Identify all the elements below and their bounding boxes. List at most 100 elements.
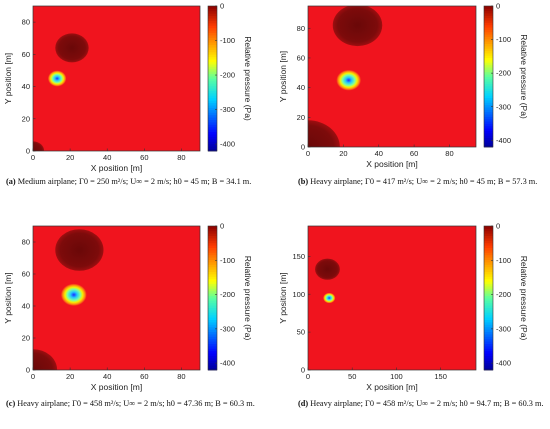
y-tick-label-c-0: 0 [26, 366, 30, 375]
colorbar-tick-label-d-3: -300 [496, 324, 511, 333]
colorbar-tick-label-a-4: -400 [220, 140, 235, 149]
colorbar-tick-label-a-3: -300 [220, 105, 235, 114]
y-tick-label-b-2: 40 [297, 83, 305, 92]
colorbar-label-c: Relative pressure (Pa) [243, 256, 253, 341]
y-tick-label-b-3: 60 [297, 54, 305, 63]
y-tick-label-b-1: 20 [297, 113, 305, 122]
colorbar-tick-label-d-0: 0 [496, 222, 500, 231]
x-tick-label-d-0: 0 [306, 372, 310, 381]
colorbar-d [483, 225, 494, 371]
chart-svg-d: 0 50 100 150 0 50 100 150 X position [m] Y positi… [278, 222, 529, 392]
y-tick-label-a-0: 0 [26, 147, 30, 156]
vortex-core-c-2 [60, 283, 87, 306]
low-pressure-region-b-0 [332, 6, 383, 47]
y-tick-label-d-3: 150 [292, 252, 305, 261]
chart-svg-a: 0 20 40 60 80 0 20 40 60 80 X position [m] Y positi… [3, 2, 253, 173]
caption-tag-b: (b) [298, 177, 309, 186]
x-tick-label-c-2: 40 [103, 372, 111, 381]
low-pressure-region-b-1 [308, 120, 340, 147]
colorbar-a [207, 5, 218, 152]
caption-text-d: Heavy airplane; Γ0 = 458 m²/s; U∞ = 2 m/… [310, 399, 544, 408]
y-tick-label-b-4: 80 [297, 24, 305, 33]
colorbar-tick-label-a-1: -100 [220, 36, 235, 45]
y-tick-label-b-0: 0 [301, 143, 305, 152]
colorbar-label-d: Relative pressure (Pa) [519, 256, 529, 341]
caption-tag-c: (c) [6, 399, 16, 408]
colorbar-tick-label-c-0: 0 [220, 222, 224, 231]
colorbar-tick-label-c-2: -200 [220, 290, 235, 299]
y-tick-label-c-1: 20 [22, 334, 30, 343]
x-tick-label-b-2: 40 [375, 149, 383, 158]
colorbar-tick-label-b-3: -300 [496, 102, 511, 111]
caption-c: (c) Heavy airplane; Γ0 = 458 m²/s; U∞ = … [6, 398, 268, 409]
colorbar-tick-label-c-1: -100 [220, 256, 235, 265]
x-tick-label-a-1: 20 [66, 153, 74, 162]
y-tick-label-a-3: 60 [22, 50, 30, 59]
x-tick-label-c-3: 60 [140, 372, 148, 381]
colorbar-b [483, 5, 494, 148]
caption-a: (a) Medium airplane; Γ0 = 250 m²/s; U∞ =… [6, 176, 268, 187]
x-tick-label-c-1: 20 [66, 372, 74, 381]
x-axis-label-b: X position [m] [366, 159, 418, 169]
x-tick-label-a-2: 40 [103, 153, 111, 162]
colorbar-tick-label-b-1: -100 [496, 35, 511, 44]
y-tick-label-d-2: 100 [292, 290, 305, 299]
low-pressure-region-c-0 [55, 229, 104, 271]
colorbar-tick-label-a-0: 0 [220, 2, 224, 11]
caption-text-c: Heavy airplane; Γ0 = 458 m²/s; U∞ = 2 m/… [17, 399, 255, 408]
x-tick-label-b-4: 80 [445, 149, 453, 158]
colorbar-tick-label-c-4: -400 [220, 359, 235, 368]
x-axis-label-d: X position [m] [366, 382, 418, 392]
colorbar-tick-label-d-2: -200 [496, 290, 511, 299]
low-pressure-region-a-0 [55, 33, 89, 63]
vortex-core-b-2 [336, 69, 362, 91]
plot-frame-d [307, 225, 477, 371]
caption-d: (d) Heavy airplane; Γ0 = 458 m²/s; U∞ = … [298, 398, 546, 409]
y-tick-label-c-3: 60 [22, 270, 30, 279]
colorbar-label-b: Relative pressure (Pa) [519, 34, 529, 119]
pressure-field-d [308, 226, 476, 370]
x-tick-label-c-0: 0 [31, 372, 35, 381]
x-tick-label-b-0: 0 [306, 149, 310, 158]
chart-svg-c: 0 20 40 60 80 0 20 40 60 80 X position [m] Y positi… [3, 222, 253, 392]
y-axis-label-d: Y position [m] [278, 272, 288, 323]
y-tick-label-c-4: 80 [22, 238, 30, 247]
colorbar-c [207, 225, 218, 371]
chart-panel-c: 0 20 40 60 80 0 20 40 60 80 X position [m] Y positi… [0, 216, 275, 392]
y-axis-label-b: Y position [m] [278, 51, 288, 102]
plot-frame-b [307, 5, 477, 148]
colorbar-tick-label-c-3: -300 [220, 324, 235, 333]
y-tick-label-d-1: 50 [297, 328, 305, 337]
vortex-core-d-1 [323, 292, 336, 304]
plot-frame-a [32, 5, 201, 152]
low-pressure-region-c-1 [33, 349, 58, 370]
x-tick-label-b-3: 60 [410, 149, 418, 158]
x-tick-label-d-1: 50 [348, 372, 356, 381]
y-tick-label-a-2: 40 [22, 82, 30, 91]
colorbar-tick-label-d-4: -400 [496, 359, 511, 368]
plot-frame-c [32, 225, 201, 371]
x-tick-label-a-0: 0 [31, 153, 35, 162]
chart-panel-a: 0 20 40 60 80 0 20 40 60 80 X position [m] Y positi… [0, 0, 275, 175]
y-tick-label-a-1: 20 [22, 114, 30, 123]
caption-text-a: Medium airplane; Γ0 = 250 m²/s; U∞ = 2 m… [17, 177, 252, 186]
x-tick-label-a-4: 80 [177, 153, 185, 162]
colorbar-tick-label-b-4: -400 [496, 136, 511, 145]
y-axis-label-c: Y position [m] [3, 272, 13, 323]
x-tick-label-a-3: 60 [140, 153, 148, 162]
x-axis-label-a: X position [m] [91, 163, 143, 173]
y-axis-label-a: Y position [m] [3, 53, 13, 104]
x-tick-label-c-4: 80 [177, 372, 185, 381]
chart-panel-d: 0 50 100 150 0 50 100 150 X position [m] Y positi… [275, 216, 550, 392]
x-tick-label-d-3: 150 [434, 372, 447, 381]
colorbar-label-a: Relative pressure (Pa) [243, 36, 253, 121]
caption-b: (b) Heavy airplane; Γ0 = 417 m²/s; U∞ = … [298, 176, 546, 187]
low-pressure-region-d-0 [315, 258, 340, 280]
chart-panel-b: 0 20 40 60 80 0 20 40 60 80 X position [m] Y positi… [275, 0, 550, 175]
x-tick-label-d-2: 100 [390, 372, 403, 381]
colorbar-tick-label-b-2: -200 [496, 69, 511, 78]
caption-tag-d: (d) [298, 399, 309, 408]
colorbar-tick-label-d-1: -100 [496, 256, 511, 265]
y-tick-label-a-4: 80 [22, 18, 30, 27]
colorbar-tick-label-b-0: 0 [496, 2, 500, 11]
